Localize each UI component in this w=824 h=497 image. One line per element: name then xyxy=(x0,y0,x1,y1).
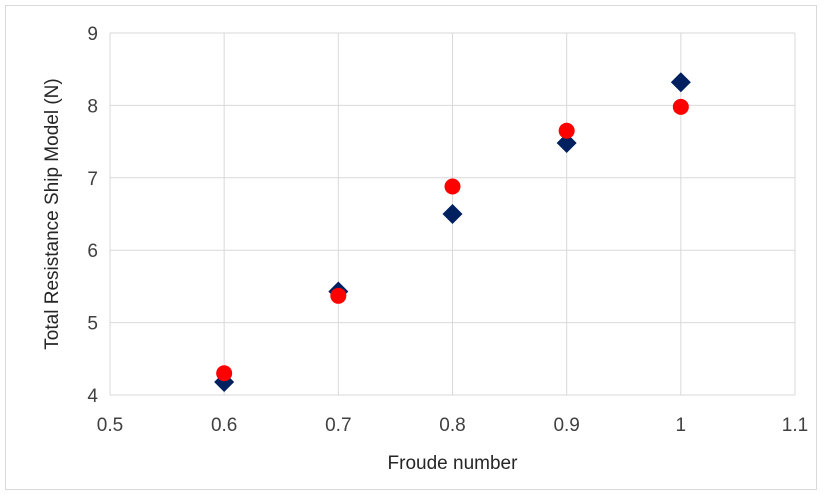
data-point-diamond xyxy=(556,133,577,154)
y-tick-labels: 4 5 6 7 8 9 xyxy=(87,24,98,407)
x-axis-title: Froude number xyxy=(388,453,519,474)
series-2 xyxy=(216,98,689,382)
x-tick-label: 0.9 xyxy=(553,415,579,436)
data-point-circle xyxy=(216,365,233,382)
x-tick-label: 0.8 xyxy=(439,415,465,436)
data-point-diamond xyxy=(670,72,691,93)
data-point-circle xyxy=(558,122,575,139)
x-tick-label: 0.7 xyxy=(325,415,351,436)
x-tick-label: 0.6 xyxy=(211,415,237,436)
y-tick-label: 7 xyxy=(87,169,98,190)
y-tick-label: 8 xyxy=(87,96,98,117)
y-tick-label: 9 xyxy=(87,24,98,45)
y-axis-title: Total Resistance Ship Model (N) xyxy=(42,78,63,349)
x-tick-label: 0.5 xyxy=(97,415,123,436)
y-tick-label: 6 xyxy=(87,241,98,262)
y-tick-label: 5 xyxy=(87,314,98,335)
data-point-diamond xyxy=(442,204,463,224)
x-tick-label: 1 xyxy=(676,415,687,436)
data-point-circle xyxy=(444,178,461,195)
x-tick-label: 1.1 xyxy=(782,415,808,436)
y-tick-label: 4 xyxy=(87,386,98,407)
data-series xyxy=(214,72,691,392)
data-point-circle xyxy=(330,287,347,304)
data-point-circle xyxy=(672,98,689,115)
x-tick-labels: 0.5 0.6 0.7 0.8 0.9 1 1.1 xyxy=(97,415,808,436)
